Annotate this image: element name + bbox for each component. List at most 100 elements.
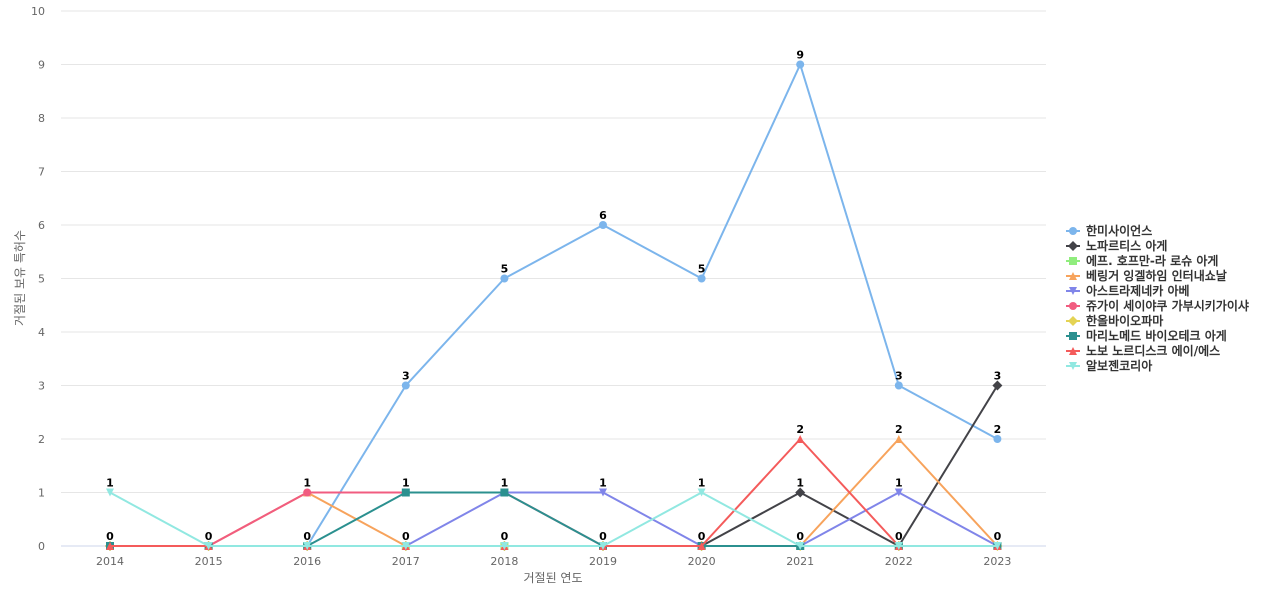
grid [61, 10, 1046, 547]
data-point [106, 488, 114, 497]
y-tick-label: 8 [38, 112, 45, 125]
x-tick-label: 2014 [96, 555, 124, 568]
legend-label: 베링거 잉겔하임 인터내쇼날 [1086, 268, 1227, 283]
legend-label: 아스트라제네카 아베 [1086, 283, 1190, 298]
legend-symbol [1069, 287, 1077, 295]
data-label: 0 [796, 530, 804, 543]
data-point [697, 488, 706, 497]
x-tick-label: 2019 [589, 555, 617, 568]
legend-label: 쥬가이 세이야쿠 가부시키가이샤 [1086, 298, 1249, 313]
legend-item[interactable]: 노보 노르디스크 에이/에스 [1066, 343, 1220, 358]
series-line [110, 491, 998, 547]
data-label: 0 [994, 530, 1002, 543]
data-label: 1 [599, 477, 607, 490]
data-point [796, 60, 805, 69]
data-label: 1 [501, 477, 509, 490]
data-point [795, 487, 806, 498]
y-axis-title: 거절된 보유 특허수 [13, 230, 27, 326]
x-tick-label: 2018 [490, 555, 518, 568]
legend-item[interactable]: 아스트라제네카 아베 [1066, 283, 1190, 298]
x-tick-label: 2021 [786, 555, 814, 568]
data-label: 2 [994, 423, 1002, 436]
data-label: 0 [895, 530, 903, 543]
data-point [993, 542, 1002, 550]
data-label: 1 [895, 477, 903, 490]
data-label: 2 [796, 423, 804, 436]
data-label: 1 [402, 477, 410, 490]
data-labels: 0 1 0 0 1 0 1 3 0 1 5 0 1 6 0 1 5 0 1 2 9 0 1 2 3 0 2 3 [106, 49, 1001, 544]
legend-item[interactable]: 베링거 잉겔하임 인터내쇼날 [1066, 268, 1227, 283]
data-point [992, 380, 1003, 391]
legend-symbol [1069, 227, 1077, 235]
data-point [599, 221, 607, 229]
x-tick-label: 2022 [885, 555, 913, 568]
legend-item[interactable]: 한미사이언스 [1066, 223, 1152, 238]
data-point [796, 542, 805, 550]
data-label: 1 [698, 477, 706, 490]
legend-item[interactable]: 노파르티스 아게 [1066, 238, 1167, 253]
legend-item[interactable]: 쥬가이 세이야쿠 가부시키가이샤 [1066, 298, 1249, 313]
data-label: 1 [796, 477, 804, 490]
legend-symbol [1069, 302, 1077, 310]
legend-label: 노파르티스 아게 [1086, 238, 1167, 253]
data-label: 3 [994, 370, 1002, 383]
series-2 [105, 380, 1003, 551]
data-label: 3 [895, 370, 903, 383]
data-point [500, 274, 509, 283]
data-label: 5 [501, 263, 509, 276]
data-label: 1 [106, 477, 114, 490]
data-label: 0 [698, 530, 706, 543]
legend-item[interactable]: 알보젠코리아 [1066, 358, 1152, 373]
legend-symbol [1069, 272, 1077, 280]
data-point [894, 381, 903, 390]
data-point [796, 435, 805, 443]
legend-label: 마리노메드 바이오테크 아게 [1086, 328, 1227, 343]
data-label: 3 [402, 370, 410, 383]
y-tick-label: 1 [38, 487, 45, 500]
y-tick-label: 5 [38, 273, 45, 286]
x-tick-label: 2020 [688, 555, 716, 568]
legend-symbol [1068, 316, 1078, 326]
data-label: 1 [303, 477, 311, 490]
legend-label: 알보젠코리아 [1086, 358, 1152, 373]
legend-symbol [1069, 347, 1077, 355]
x-tick-label: 2016 [293, 555, 321, 568]
data-point [993, 435, 1002, 443]
data-point [894, 488, 903, 497]
x-tick-label: 2017 [392, 555, 420, 568]
legend-item[interactable]: 에프. 호프만-라 로슈 아게 [1066, 253, 1218, 268]
x-axis-title: 거절된 연도 [523, 571, 582, 585]
legend-label: 한미사이언스 [1086, 223, 1152, 238]
legend-label: 한올바이오파마 [1086, 313, 1163, 328]
data-label: 2 [895, 423, 903, 436]
data-point [599, 542, 607, 550]
data-point [303, 542, 312, 550]
series-line [110, 384, 999, 547]
data-label: 0 [501, 530, 509, 543]
data-point [500, 542, 509, 550]
series-line [109, 491, 998, 547]
data-point [599, 488, 607, 497]
y-tick-label: 10 [31, 5, 45, 18]
y-axis: 0 1 2 3 4 5 6 7 8 9 10 [31, 5, 45, 553]
series-line [110, 63, 998, 547]
data-point [303, 488, 312, 497]
y-tick-label: 3 [38, 380, 45, 393]
data-point [697, 542, 706, 550]
x-tick-label: 2015 [195, 555, 223, 568]
data-point [204, 542, 213, 550]
series-1 [106, 60, 1002, 550]
series [105, 60, 1003, 551]
y-tick-label: 0 [38, 540, 45, 553]
legend-symbol [1069, 362, 1077, 370]
data-label: 9 [796, 49, 804, 62]
y-tick-label: 2 [38, 433, 45, 446]
legend-item[interactable]: 마리노메드 바이오테크 아게 [1066, 328, 1227, 343]
y-tick-label: 6 [38, 219, 45, 232]
legend-symbol [1069, 257, 1077, 265]
legend-item[interactable]: 한올바이오파마 [1066, 313, 1163, 328]
y-tick-label: 4 [38, 326, 45, 339]
x-tick-label: 2023 [983, 555, 1011, 568]
data-label: 0 [205, 530, 213, 543]
